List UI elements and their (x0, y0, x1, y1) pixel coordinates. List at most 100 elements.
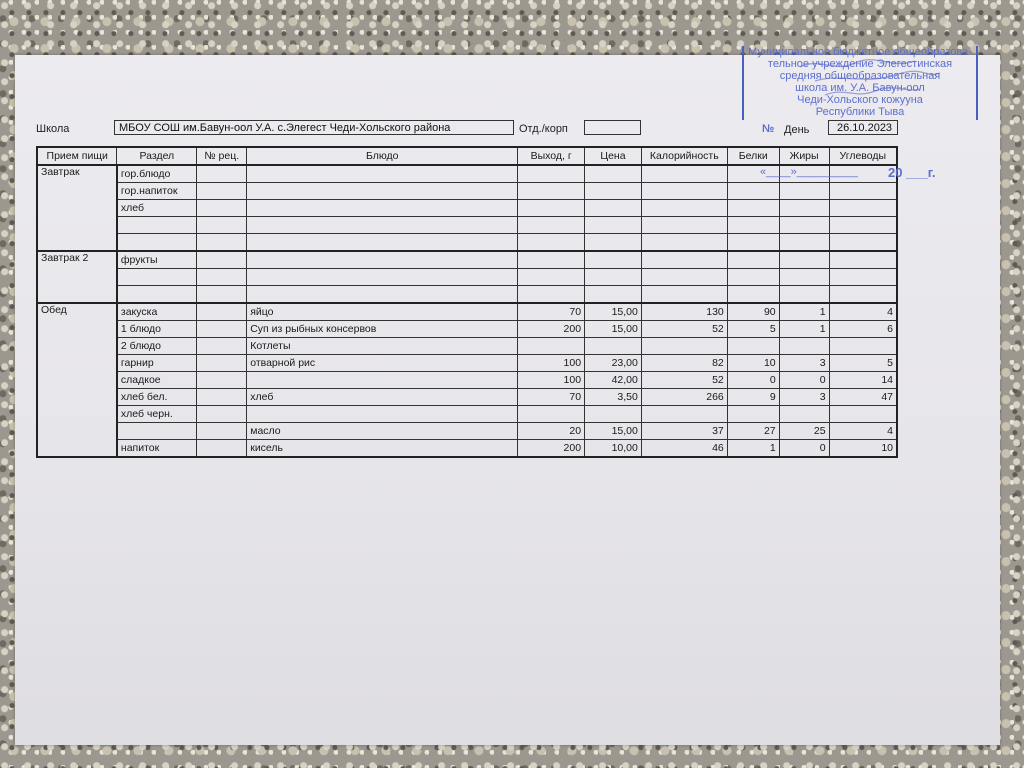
table-row: 1 блюдо Суп из рыбных консервов 200 15,00 52… (37, 320, 898, 338)
table-row: 2 блюдо Котлеты (37, 337, 898, 355)
stamp-line: школа им. У.А. Бавун-оол (795, 82, 925, 94)
table-row: Обед закуска яйцо 70 15,00 130 90 1 4 (36, 302, 898, 458)
table-cell (517, 405, 586, 423)
table-cell: 25 (778, 422, 830, 440)
table-cell (196, 268, 248, 286)
table-cell (778, 285, 830, 304)
table-cell: 15,00 (584, 422, 642, 440)
table-cell (196, 233, 248, 252)
table-cell (726, 199, 780, 217)
table-cell (196, 320, 248, 338)
table-cell (116, 422, 198, 440)
table-cell (584, 233, 642, 252)
table-cell: 1 (726, 439, 780, 458)
table-cell (828, 233, 898, 252)
table-cell (246, 250, 519, 269)
table-cell (778, 233, 830, 252)
table-cell (246, 405, 519, 423)
table-cell: 5 (726, 320, 780, 338)
table-cell (246, 182, 519, 200)
table-cell (196, 302, 248, 321)
table-cell (196, 285, 248, 304)
table-cell (640, 233, 728, 252)
table-cell (640, 268, 728, 286)
table-row (37, 285, 898, 304)
day-field: 26.10.2023 (828, 120, 898, 135)
table-row: Завтрак гор.блюдо (36, 164, 898, 252)
table-cell (828, 337, 898, 355)
table-cell (726, 337, 780, 355)
table-cell: кисель (246, 439, 519, 458)
table-cell (196, 250, 248, 269)
column-header: Блюдо (246, 146, 519, 166)
table-cell (584, 164, 642, 183)
column-header: Жиры (778, 146, 830, 166)
table-cell: 3 (778, 388, 830, 406)
table-cell (116, 216, 198, 234)
stamp-line: Чеди-Хольского кожууна (797, 94, 923, 106)
table-cell (778, 268, 830, 286)
table-cell (778, 405, 830, 423)
table-cell: 15,00 (584, 320, 642, 338)
table-cell (640, 216, 728, 234)
table-cell (116, 233, 198, 252)
table-cell (196, 388, 248, 406)
table-cell (640, 405, 728, 423)
table-cell: 70 (517, 388, 586, 406)
stamp-line: тельное учреждение Элегестинская (767, 58, 953, 70)
column-header: Выход, г (517, 146, 586, 166)
table-header-row: Прием пищи Раздел № рец. Блюдо Выход, г Цена К… (36, 146, 898, 166)
table-cell (584, 268, 642, 286)
table-row: напиток кисель 200 10,00 46 1 0 10 (37, 439, 898, 458)
stamp-year-label: 20 (888, 165, 903, 180)
table-cell (246, 285, 519, 304)
table-cell (828, 199, 898, 217)
table-cell: 266 (640, 388, 728, 406)
table-cell (196, 422, 248, 440)
column-header: Углеводы (828, 146, 898, 166)
stamp-line: Республики Тыва (815, 106, 905, 118)
school-field: МБОУ СОШ им.Бавун-оол У.А. с.Элегест Чед… (114, 120, 514, 135)
table-row: гарнир отварной рис 100 23,00 82 10 3 5 (37, 354, 898, 372)
table-cell (517, 216, 586, 234)
table-row (37, 268, 898, 286)
table-cell: 3 (778, 354, 830, 372)
table-cell (517, 199, 586, 217)
table-row: сладкое 100 42,00 52 0 0 14 (37, 371, 898, 389)
table-cell: напиток (116, 439, 198, 458)
table-cell (640, 199, 728, 217)
stamp-line: средняя общеобразовательная (779, 70, 941, 82)
table-cell: 1 блюдо (116, 320, 198, 338)
table-cell (726, 250, 780, 269)
column-header: Белки (726, 146, 780, 166)
table-cell (726, 268, 780, 286)
table-cell: 47 (828, 388, 898, 406)
signature-icon (799, 58, 941, 96)
table-cell (778, 216, 830, 234)
stamp-year: 20 ___г. (888, 165, 936, 180)
table-cell: 27 (726, 422, 780, 440)
table-cell: 3,50 (584, 388, 642, 406)
table-row (37, 216, 898, 234)
table-cell: 10,00 (584, 439, 642, 458)
table-cell (640, 182, 728, 200)
table-cell (196, 371, 248, 389)
table-cell (246, 371, 519, 389)
table-row: хлеб бел. хлеб 70 3,50 266 9 3 47 (37, 388, 898, 406)
table-cell: 10 (726, 354, 780, 372)
table-cell (726, 285, 780, 304)
table-cell: гор.блюдо (116, 164, 198, 183)
table-cell (584, 216, 642, 234)
table-cell: хлеб (246, 388, 519, 406)
column-header: Прием пищи (36, 146, 118, 166)
table-cell (726, 405, 780, 423)
table-cell: Суп из рыбных консервов (246, 320, 519, 338)
table-cell (196, 439, 248, 458)
column-header: Цена (584, 146, 642, 166)
column-header: Калорийность (640, 146, 728, 166)
table-cell (196, 354, 248, 372)
table-row: Завтрак 2 фрукты (36, 250, 898, 304)
table-cell (517, 250, 586, 269)
table-cell (196, 164, 248, 183)
table-cell: 0 (778, 371, 830, 389)
